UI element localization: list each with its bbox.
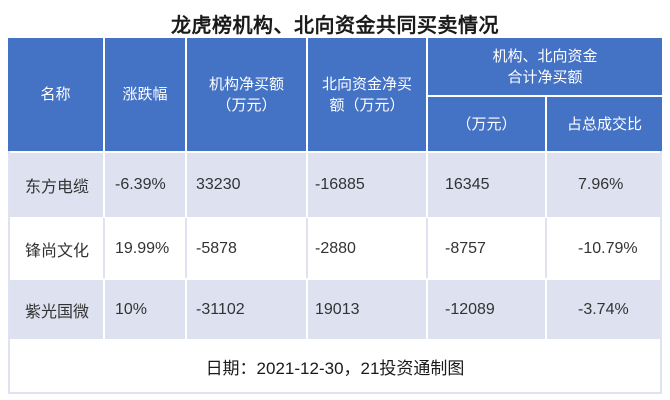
header-cell-change-pct: 涨跌幅 [103,38,185,151]
cell-inst-row2: -5878 [185,217,306,278]
cell-change-row2: 19.99% [103,217,185,278]
cell-name-row3: 紫光国微 [8,278,103,339]
page-title: 龙虎榜机构、北向资金共同买卖情况 [171,15,499,37]
cell-combined-row3: -12089 [426,278,545,339]
cell-inst-row1: 33230 [185,151,306,217]
cell-combined-row2: -8757 [426,217,545,278]
cell-change-row1: -6.39% [103,151,185,217]
header-cell-combined-wan: （万元） [426,95,545,151]
cell-name-row1: 东方电缆 [8,151,103,217]
cell-combined-row1: 16345 [426,151,545,217]
source-date-note: 日期：2021-12-30，21投资通制图 [8,339,662,394]
cell-ratio-row3: -3.74% [545,278,662,339]
cell-name-row2: 锋尚文化 [8,217,103,278]
cell-ratio-row1: 7.96% [545,151,662,217]
cell-north-row2: -2880 [306,217,426,278]
table-grid: 名称 涨跌幅 机构净买额 （万元） 北向资金净买 额（万元） 机构、北向资金 合… [8,38,662,394]
cell-inst-row3: -31102 [185,278,306,339]
cell-ratio-row2: -10.79% [545,217,662,278]
cell-north-row3: 19013 [306,278,426,339]
header-cell-institution-net-buy: 机构净买额 （万元） [185,38,306,151]
header-cell-name: 名称 [8,38,103,151]
stocks-table: 名称 涨跌幅 机构净买额 （万元） 北向资金净买 额（万元） 机构、北向资金 合… [8,38,662,394]
cell-north-row1: -16885 [306,151,426,217]
header-cell-turnover-ratio: 占总成交比 [545,95,662,151]
cell-change-row3: 10% [103,278,185,339]
header-cell-northbound-net-buy: 北向资金净买 额（万元） [306,38,426,151]
header-group-combined-net-buy: 机构、北向资金 合计净买额 [426,38,662,95]
